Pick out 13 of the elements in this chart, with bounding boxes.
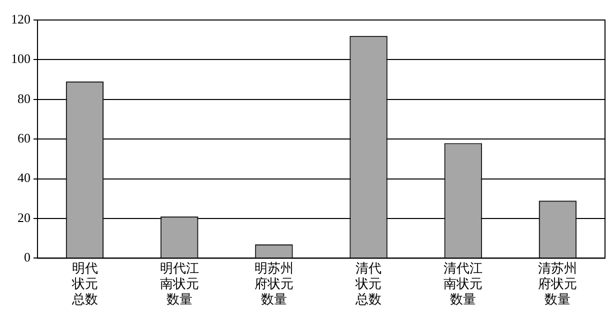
x-tick-label: 明代江南状元数量 [160,260,199,307]
y-tick-label: 60 [18,130,30,146]
y-tick-label: 20 [18,210,30,225]
y-tick-label: 40 [18,170,30,186]
x-tick-label: 明苏州府状元数量 [254,260,294,307]
x-tick-label: 清代状元总数 [354,260,382,307]
x-tick-label: 清代江南状元数量 [444,260,483,307]
y-tick-label: 100 [11,51,30,66]
x-tick-label: 明代状元总数 [70,260,98,307]
y-tick-label: 120 [11,11,30,26]
y-tick-label: 0 [24,250,30,265]
y-tick-label: 80 [18,90,30,106]
x-tick-label: 清苏州府状元数量 [538,260,578,307]
